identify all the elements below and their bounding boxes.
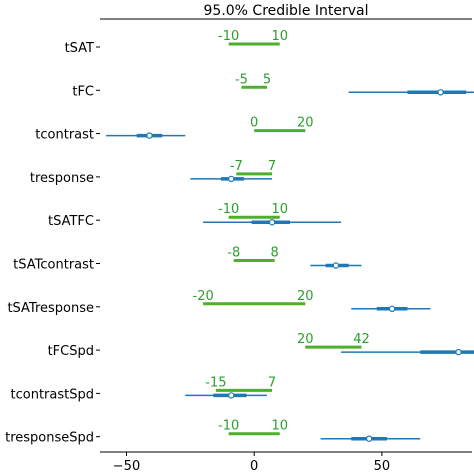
x-tick-label: 0 [250, 459, 258, 474]
reference-upper-label: 10 [271, 202, 288, 217]
reference-lower-label: -7 [230, 159, 243, 174]
median-point [455, 348, 462, 356]
reference-upper-label: 20 [297, 289, 314, 304]
median-point [228, 392, 235, 399]
reference-upper-label: 7 [268, 375, 276, 390]
median-point [437, 89, 444, 96]
row-label: tSATresponse [7, 301, 94, 316]
row-label: tFC [72, 84, 94, 99]
row-label: tSATcontrast [13, 258, 94, 273]
reference-upper-label: 20 [297, 116, 314, 131]
reference-upper-label: 7 [268, 159, 276, 174]
reference-lower-label: -8 [227, 246, 240, 261]
reference-lower-label: 0 [250, 116, 258, 131]
row-label: tcontrast [35, 128, 94, 143]
reference-lower-label: 20 [297, 332, 314, 347]
median-point [365, 435, 373, 442]
median-point [146, 132, 153, 139]
row-label: tFCSpd [48, 344, 94, 359]
reference-lower-label: -10 [218, 29, 239, 44]
x-tick-label: −50 [113, 459, 140, 474]
reference-lower-label: -10 [218, 202, 239, 217]
reference-lower-label: -15 [205, 375, 226, 390]
reference-upper-label: 8 [270, 246, 278, 261]
reference-upper-label: 10 [271, 419, 288, 434]
reference-lower-label: -20 [193, 289, 214, 304]
reference-lower-label: -5 [235, 72, 248, 87]
median-point [388, 305, 396, 312]
row-label: tSATFC [48, 214, 94, 229]
reference-upper-label: 10 [271, 29, 288, 44]
reference-upper-label: 42 [353, 332, 370, 347]
x-tick-label: 50 [374, 459, 391, 474]
chart-title: 95.0% Credible Interval [204, 3, 369, 19]
median-point [268, 218, 276, 226]
median-point [332, 262, 340, 269]
reference-lower-label: -10 [218, 419, 239, 434]
row-label: tSAT [65, 41, 94, 56]
reference-upper-label: 5 [263, 72, 271, 87]
row-label: tcontrastSpd [11, 387, 94, 402]
row-label: tresponse [30, 171, 94, 186]
row-label: tresponseSpd [5, 431, 94, 446]
median-point [228, 175, 235, 183]
plot-area: −50050100150200tSAT-1010tFC-55tcontrast0… [5, 18, 474, 474]
